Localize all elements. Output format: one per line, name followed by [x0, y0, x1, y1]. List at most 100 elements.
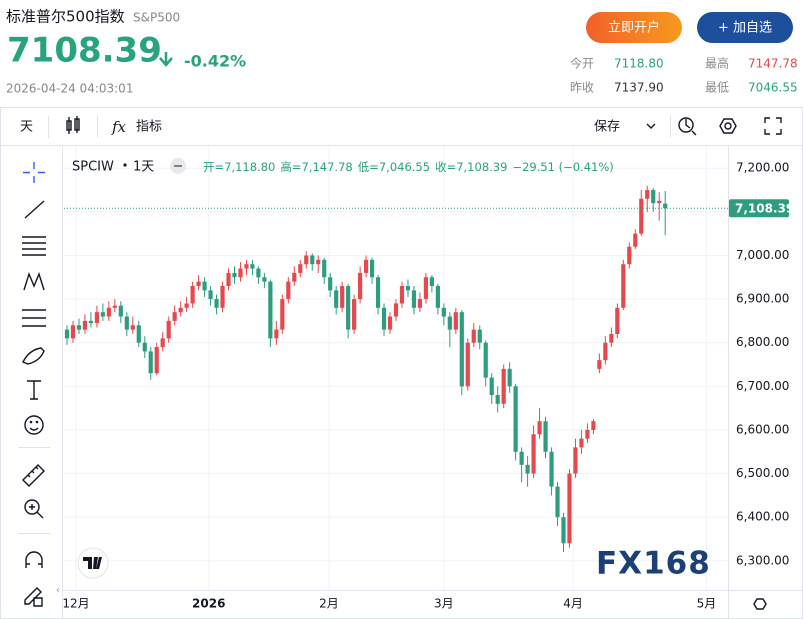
- collapse-toggle[interactable]: ‹: [56, 585, 60, 596]
- candle-body: [573, 447, 578, 474]
- lock-tool[interactable]: [24, 587, 43, 607]
- candle-body: [615, 307, 620, 334]
- trendline-tool[interactable]: [24, 200, 45, 219]
- candle-body: [130, 325, 135, 330]
- x-tick-label: 2月: [319, 597, 339, 611]
- candle-body: [142, 342, 147, 352]
- save-button[interactable]: 保存: [594, 120, 620, 135]
- legend-low: 低=7,046.55: [358, 160, 430, 174]
- candle-body: [346, 286, 351, 330]
- candle-body: [316, 259, 321, 265]
- brush-tool[interactable]: [22, 347, 45, 365]
- candle-body: [148, 351, 153, 374]
- settings-button[interactable]: [719, 118, 737, 134]
- y-tick-label: 6,700.00: [736, 379, 789, 393]
- candle-body: [561, 517, 566, 544]
- legend-open: 开=7,118.80: [203, 160, 275, 174]
- y-tick-label: 7,200.00: [736, 161, 789, 175]
- candle-body: [112, 305, 117, 308]
- candle-body: [184, 303, 189, 308]
- candle-body: [286, 281, 291, 300]
- logo-bg: [77, 547, 109, 579]
- candle-body: [220, 286, 225, 308]
- candle-body: [579, 438, 584, 448]
- chart-type-button[interactable]: [66, 116, 80, 134]
- y-tick-label: 6,300.00: [736, 553, 789, 567]
- crosshair-tool[interactable]: [23, 162, 45, 183]
- pattern-tool[interactable]: [23, 271, 45, 291]
- candle-body: [393, 303, 399, 317]
- tv-logo: [77, 547, 109, 579]
- candle-body: [214, 299, 219, 308]
- save-menu[interactable]: [646, 123, 656, 129]
- candle-body: [369, 259, 375, 278]
- candle-body: [322, 259, 327, 278]
- candle-body: [250, 264, 255, 269]
- candle-body: [178, 307, 183, 313]
- candle-body: [334, 290, 339, 308]
- candle-body: [537, 421, 542, 435]
- candle-body: [328, 277, 333, 291]
- interval: 1天: [133, 160, 154, 175]
- x-tick-label: 5月: [697, 597, 717, 611]
- legend-toggle[interactable]: [170, 158, 186, 174]
- candle-body: [585, 429, 590, 439]
- candle-body: [447, 316, 452, 330]
- candle-body: [423, 277, 429, 300]
- legend-high: 高=7,147.78: [280, 160, 352, 174]
- candle-body: [411, 290, 417, 308]
- candle-body: [603, 342, 608, 361]
- fullscreen-button[interactable]: [764, 117, 782, 135]
- candle-body: [657, 200, 662, 204]
- candle-body: [495, 395, 500, 404]
- candle-body: [627, 246, 632, 265]
- candle-body: [555, 486, 560, 518]
- alert-button[interactable]: [678, 117, 697, 136]
- candle-body: [82, 320, 88, 330]
- ruler-tool[interactable]: [22, 464, 45, 487]
- candle-body: [525, 464, 530, 474]
- y-tick-label: 6,400.00: [736, 510, 789, 524]
- y-tick-label: 6,900.00: [736, 292, 789, 306]
- candle-body: [64, 329, 70, 339]
- candle-body: [381, 307, 387, 330]
- code: S&P500: [133, 11, 180, 25]
- text-tool[interactable]: [27, 380, 41, 400]
- candle-body: [489, 377, 494, 396]
- candle-body: [471, 329, 476, 343]
- stat-value: 7137.90: [614, 81, 664, 95]
- fib-tool[interactable]: [22, 236, 46, 256]
- candle-body: [363, 259, 369, 273]
- candle-body: [274, 329, 279, 339]
- candle-body: [190, 286, 195, 304]
- candle-body: [531, 434, 536, 474]
- indicators-button[interactable]: 指标: [136, 120, 162, 135]
- open-account-button[interactable]: 立即开户: [586, 12, 682, 43]
- candle-body: [597, 360, 602, 369]
- candle-body: [621, 264, 626, 308]
- stat-value: 7147.78: [748, 57, 798, 71]
- candle-body: [298, 264, 303, 273]
- axis-settings[interactable]: [753, 598, 767, 610]
- interval-button[interactable]: 天: [20, 120, 33, 135]
- candle-body: [160, 338, 165, 348]
- separator-dot: [123, 163, 127, 167]
- zoom-tool[interactable]: [24, 499, 44, 519]
- emoji-tool[interactable]: [24, 415, 44, 435]
- logo-mark: [83, 557, 102, 569]
- forecast-tool[interactable]: [22, 309, 46, 327]
- candle-body: [417, 299, 423, 308]
- symbol: SPCIW: [72, 160, 114, 175]
- candle-body: [459, 312, 464, 387]
- candle-body: [118, 305, 123, 317]
- x-tick-label: 12月: [62, 597, 89, 611]
- timestamp: 2026-04-24 04:03:01: [6, 82, 133, 96]
- watchlist-button[interactable]: + 加自选: [697, 12, 793, 43]
- stat-value: 7046.55: [748, 81, 798, 95]
- magnet-tool[interactable]: [25, 551, 43, 568]
- candle-body: [483, 342, 488, 378]
- candle-body: [292, 272, 297, 282]
- candle-body: [94, 312, 99, 324]
- candle-body: [609, 333, 614, 343]
